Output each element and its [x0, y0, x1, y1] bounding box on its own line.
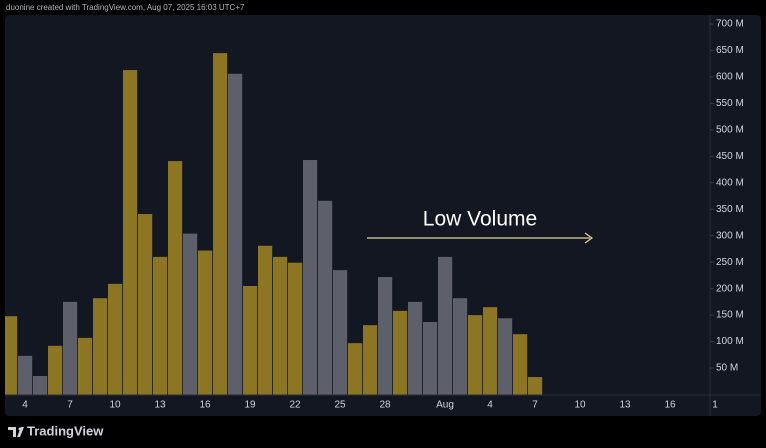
y-tick-label: 100 M [716, 336, 744, 347]
bar [468, 315, 483, 395]
y-tick-label: 350 M [716, 204, 744, 215]
bar [288, 262, 303, 395]
credit: duonine created with TradingView.com, Au… [6, 3, 245, 12]
bar [273, 256, 288, 395]
x-tick-label: 10 [574, 400, 586, 411]
bar [5, 316, 18, 395]
y-tick-label: 550 M [716, 98, 744, 109]
bar [453, 298, 468, 395]
y-tick-label: 650 M [716, 45, 744, 56]
bar [153, 256, 168, 395]
bar [228, 73, 243, 395]
bar [318, 200, 333, 395]
y-tick-label: 200 M [716, 283, 744, 294]
y-tick-label: 50 M [716, 363, 738, 374]
x-tick-label: 16 [199, 400, 211, 411]
x-tick-label: 7 [67, 400, 73, 411]
y-tick-label: 500 M [716, 124, 744, 135]
bar [363, 325, 378, 395]
x-tick-label: 16 [664, 400, 676, 411]
bar [168, 161, 183, 395]
y-tick-label: 400 M [716, 177, 744, 188]
bar [18, 355, 33, 395]
x-tick-label: 13 [154, 400, 166, 411]
x-tick-label: 1 [712, 400, 718, 411]
bar [438, 256, 453, 395]
bar [33, 375, 48, 395]
bar [138, 214, 153, 395]
bar [243, 285, 258, 395]
bar [198, 250, 213, 395]
y-tick-label: 450 M [716, 151, 744, 162]
x-tick-label: 19 [244, 400, 256, 411]
y-tick-label: 700 M [716, 19, 744, 30]
bar [408, 301, 423, 395]
bar [333, 270, 348, 395]
annotation: Low Volume [423, 208, 537, 231]
bar [108, 283, 123, 395]
bar [303, 160, 318, 395]
bar [513, 334, 528, 395]
bar [63, 301, 78, 395]
x-tick-label: 25 [334, 400, 346, 411]
bar [78, 337, 93, 395]
logo [8, 427, 24, 437]
x-tick-label: 4 [22, 400, 28, 411]
x-tick-label: 4 [487, 400, 493, 411]
brand: TradingView [27, 423, 104, 438]
bar [528, 377, 543, 395]
bar [393, 310, 408, 395]
bars [5, 53, 543, 395]
logo-dot [18, 427, 22, 431]
y-tick-label: 250 M [716, 257, 744, 268]
arrow-head [584, 232, 594, 244]
x-tick-label: 22 [289, 400, 301, 411]
bar [183, 233, 198, 395]
x-tick-label: 13 [619, 400, 631, 411]
bar [483, 307, 498, 395]
bar [498, 318, 513, 395]
x-tick-label: Aug [436, 400, 454, 411]
bar [378, 276, 393, 395]
y-tick-label: 150 M [716, 310, 744, 321]
bar [93, 298, 108, 395]
x-tick-label: 7 [532, 400, 538, 411]
y-tick-label: 300 M [716, 230, 744, 241]
bar [423, 321, 438, 395]
bar [123, 70, 138, 395]
bar [48, 345, 63, 395]
bar [348, 343, 363, 395]
bar [258, 245, 273, 395]
x-tick-label: 10 [109, 400, 121, 411]
y-tick-label: 600 M [716, 72, 744, 83]
x-tick-label: 28 [379, 400, 391, 411]
bar [213, 53, 228, 395]
